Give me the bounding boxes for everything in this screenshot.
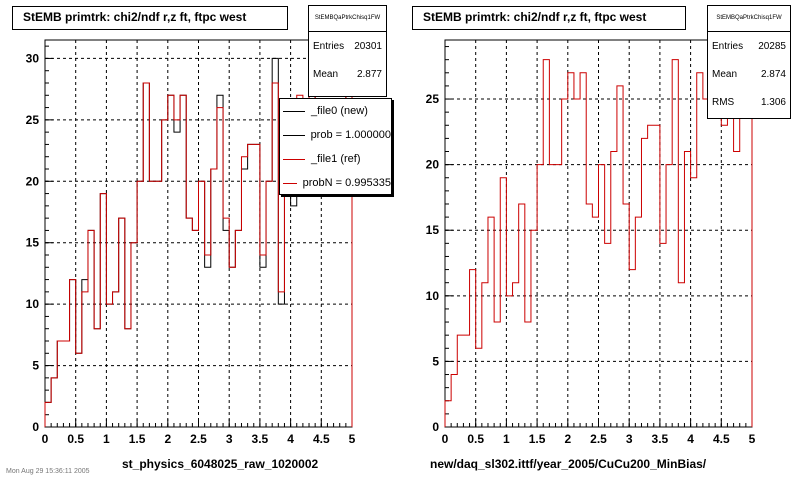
left-y-tick-label: 10 [26,297,40,311]
right-y-tick-label: 20 [426,158,440,172]
right-x-tick-label: 0.5 [467,432,484,446]
right-x-tick-label: 2 [564,432,571,446]
right-x-tick-label: 0 [442,432,449,446]
right-stats-entries-value: 20285 [758,40,786,52]
left-y-tick-label: 30 [26,51,40,65]
left-stats-entries-value: 20301 [354,40,382,52]
right-x-axis-title: new/daq_sl302.ittf/year_2005/CuCu200_Min… [430,457,707,471]
left-x-tick-label: 1 [103,432,110,446]
left-y-tick-label: 25 [26,113,40,127]
footer-timestamp: Mon Aug 29 15:36:11 2005 [6,468,90,475]
left-stats-entries-label: Entries [313,40,345,52]
left-x-tick-label: 3 [226,432,233,446]
legend-line-prob [283,134,305,136]
legend-label-probn: probN = 0.995335 [302,177,391,189]
right-x-tick-label: 1 [503,432,510,446]
right-y-tick-label: 0 [432,420,439,434]
legend-entry-file1: _file1 (ref) [280,147,391,171]
left-y-tick-label: 5 [32,359,39,373]
left-stats-mean-label: Mean [313,68,339,80]
left-stats-mean-value: 2.877 [356,68,382,80]
legend-line-file1 [283,158,305,160]
right-stats-name: StEMBQaPtrkChisq1FW [708,6,790,32]
legend-line-probn [283,182,297,184]
right-x-tick-label: 3.5 [652,432,669,446]
right-stats-rms-value: 1.306 [760,96,786,108]
left-x-tick-label: 3.5 [252,432,269,446]
left-x-tick-label: 4.5 [313,432,330,446]
right-y-tick-label: 10 [426,289,440,303]
legend-entry-probn: probN = 0.995335 [280,171,391,194]
right-stats-rms: RMS 1.306 [708,88,790,116]
legend-label-file0: _file0 (new) [311,105,368,117]
left-stats-entries: Entries 20301 [309,32,386,60]
right-stats-mean: Mean 2.874 [708,60,790,88]
left-x-tick-label: 2.5 [190,432,207,446]
right-y-tick-label: 25 [426,92,440,106]
right-stats-rms-label: RMS [712,96,735,108]
left-y-tick-label: 0 [32,420,39,434]
right-x-tick-label: 4 [687,432,694,446]
right-x-tick-label: 2.5 [590,432,607,446]
right-stats-entries: Entries 20285 [708,32,790,60]
left-stats-name: StEMBQaPtrkChisq1FW [309,6,386,32]
legend-entry-prob: prob = 1.000000 [280,123,391,147]
left-x-tick-label: 2 [164,432,171,446]
right-stats-entries-label: Entries [712,40,744,52]
right-plot-title: StEMB primtrk: chi2/ndf r,z ft, ftpc wes… [412,6,686,30]
left-x-tick-label: 0.5 [67,432,84,446]
right-stats-mean-label: Mean [712,68,738,80]
right-histogram-series-0 [444,59,753,427]
left-x-axis-title: st_physics_6048025_raw_1020002 [122,457,319,471]
legend-entry-file0: _file0 (new) [280,99,391,123]
right-x-tick-label: 1.5 [529,432,546,446]
left-x-tick-label: 0 [42,432,49,446]
legend-label-prob: prob = 1.000000 [310,129,391,141]
legend-line-file0 [283,110,305,112]
left-y-tick-label: 15 [26,236,40,250]
left-stats-mean: Mean 2.877 [309,60,386,88]
right-x-tick-label: 3 [626,432,633,446]
left-x-tick-label: 5 [349,432,356,446]
right-y-tick-label: 5 [432,354,439,368]
left-x-tick-label: 4 [287,432,294,446]
right-stats-box: StEMBQaPtrkChisq1FW Entries 20285 Mean 2… [707,5,791,119]
right-x-tick-label: 5 [749,432,756,446]
left-plot-title: StEMB primtrk: chi2/ndf r,z ft, ftpc wes… [12,6,288,30]
left-y-tick-label: 20 [26,174,40,188]
left-x-tick-label: 1.5 [129,432,146,446]
left-stats-box: StEMBQaPtrkChisq1FW Entries 20301 Mean 2… [308,5,387,97]
right-y-tick-label: 15 [426,223,440,237]
right-stats-mean-value: 2.874 [760,68,786,80]
left-legend: _file0 (new) prob = 1.000000 _file1 (ref… [279,98,392,195]
right-x-tick-label: 4.5 [713,432,730,446]
legend-label-file1: _file1 (ref) [311,153,361,165]
